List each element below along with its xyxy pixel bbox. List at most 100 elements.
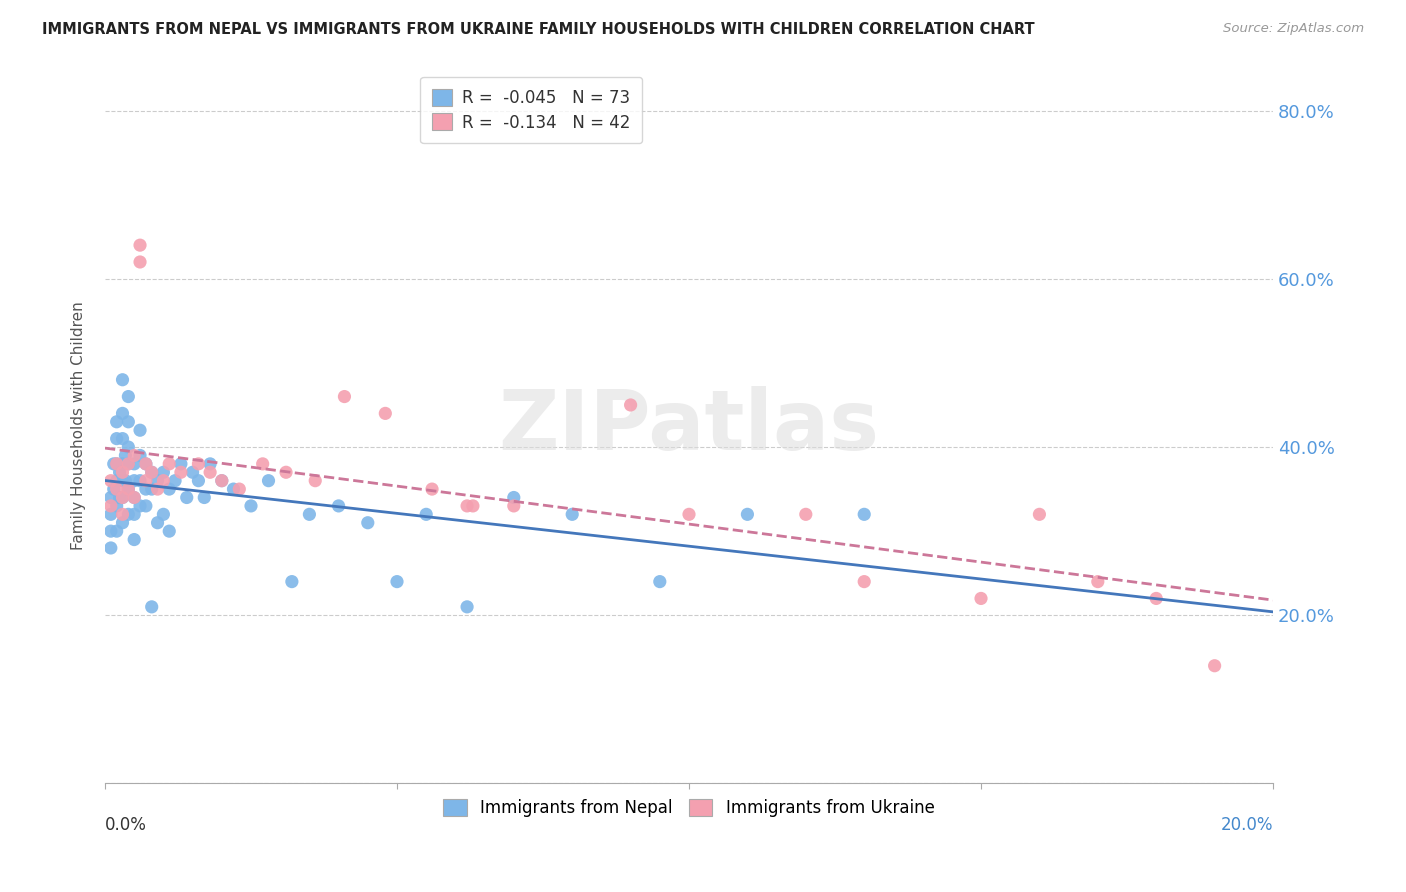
- Point: [794, 508, 817, 522]
- Point: [152, 508, 174, 522]
- Point: [122, 533, 145, 547]
- Point: [105, 499, 128, 513]
- Point: [114, 474, 136, 488]
- Point: [257, 474, 280, 488]
- Point: [146, 482, 169, 496]
- Point: [502, 491, 524, 505]
- Point: [502, 499, 524, 513]
- Point: [117, 457, 139, 471]
- Text: Source: ZipAtlas.com: Source: ZipAtlas.com: [1223, 22, 1364, 36]
- Point: [129, 238, 152, 252]
- Point: [274, 465, 297, 479]
- Point: [1087, 574, 1109, 589]
- Point: [122, 491, 145, 505]
- Point: [146, 474, 169, 488]
- Point: [100, 499, 122, 513]
- Point: [281, 574, 304, 589]
- Point: [298, 508, 321, 522]
- Point: [100, 541, 122, 555]
- Point: [111, 474, 134, 488]
- Point: [193, 491, 215, 505]
- Point: [152, 465, 174, 479]
- Point: [240, 499, 263, 513]
- Point: [105, 432, 128, 446]
- Point: [103, 482, 125, 496]
- Point: [103, 457, 125, 471]
- Point: [122, 508, 145, 522]
- Point: [135, 457, 157, 471]
- Point: [461, 499, 484, 513]
- Point: [117, 482, 139, 496]
- Point: [111, 406, 134, 420]
- Point: [198, 457, 221, 471]
- Point: [111, 508, 134, 522]
- Text: 0.0%: 0.0%: [105, 815, 146, 834]
- Point: [122, 457, 145, 471]
- Point: [111, 457, 134, 471]
- Point: [157, 524, 180, 538]
- Point: [100, 508, 122, 522]
- Point: [122, 449, 145, 463]
- Point: [117, 440, 139, 454]
- Text: 20.0%: 20.0%: [1220, 815, 1272, 834]
- Point: [385, 574, 408, 589]
- Point: [157, 457, 180, 471]
- Point: [1028, 508, 1050, 522]
- Point: [135, 457, 157, 471]
- Point: [357, 516, 380, 530]
- Point: [100, 474, 122, 488]
- Point: [456, 599, 478, 614]
- Point: [105, 524, 128, 538]
- Point: [122, 474, 145, 488]
- Point: [108, 465, 131, 479]
- Point: [157, 482, 180, 496]
- Point: [853, 508, 876, 522]
- Point: [141, 599, 163, 614]
- Point: [561, 508, 583, 522]
- Point: [105, 457, 128, 471]
- Point: [1204, 658, 1226, 673]
- Point: [129, 449, 152, 463]
- Point: [117, 390, 139, 404]
- Point: [100, 524, 122, 538]
- Point: [415, 508, 437, 522]
- Point: [176, 491, 198, 505]
- Point: [129, 474, 152, 488]
- Point: [135, 499, 157, 513]
- Point: [111, 465, 134, 479]
- Point: [152, 474, 174, 488]
- Point: [678, 508, 700, 522]
- Point: [111, 491, 134, 505]
- Point: [111, 373, 134, 387]
- Point: [970, 591, 993, 606]
- Point: [333, 390, 356, 404]
- Point: [170, 457, 193, 471]
- Point: [129, 255, 152, 269]
- Point: [122, 491, 145, 505]
- Point: [111, 432, 134, 446]
- Text: ZIPatlas: ZIPatlas: [499, 385, 880, 467]
- Point: [111, 491, 134, 505]
- Point: [252, 457, 274, 471]
- Point: [135, 474, 157, 488]
- Point: [114, 449, 136, 463]
- Point: [117, 508, 139, 522]
- Point: [117, 415, 139, 429]
- Text: IMMIGRANTS FROM NEPAL VS IMMIGRANTS FROM UKRAINE FAMILY HOUSEHOLDS WITH CHILDREN: IMMIGRANTS FROM NEPAL VS IMMIGRANTS FROM…: [42, 22, 1035, 37]
- Point: [198, 465, 221, 479]
- Point: [105, 457, 128, 471]
- Point: [420, 482, 443, 496]
- Point: [737, 508, 759, 522]
- Legend: Immigrants from Nepal, Immigrants from Ukraine: Immigrants from Nepal, Immigrants from U…: [434, 790, 943, 825]
- Point: [222, 482, 245, 496]
- Point: [117, 457, 139, 471]
- Point: [146, 516, 169, 530]
- Point: [328, 499, 350, 513]
- Point: [853, 574, 876, 589]
- Point: [211, 474, 233, 488]
- Point: [141, 465, 163, 479]
- Point: [648, 574, 671, 589]
- Point: [100, 491, 122, 505]
- Y-axis label: Family Households with Children: Family Households with Children: [72, 301, 86, 550]
- Point: [165, 474, 187, 488]
